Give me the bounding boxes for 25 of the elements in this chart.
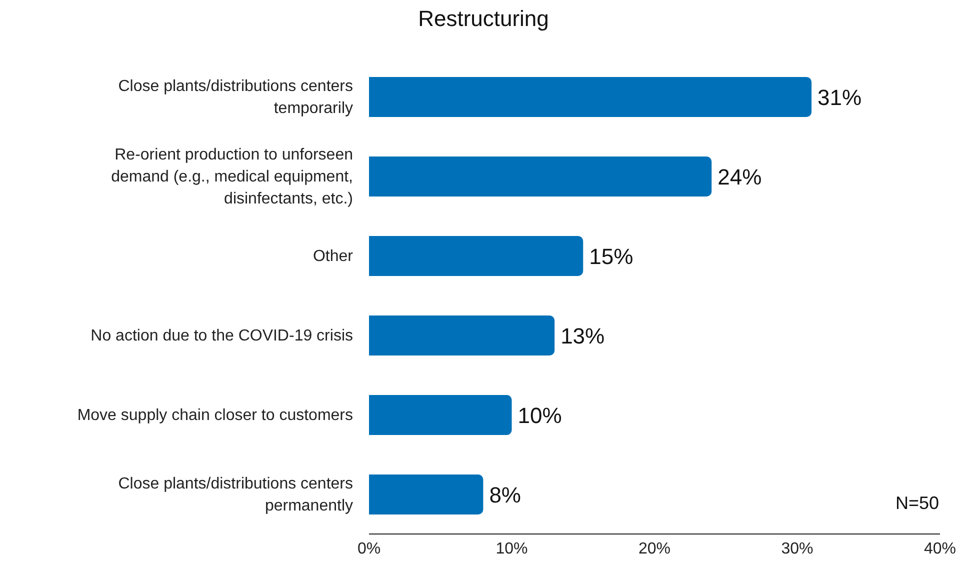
chart-title: Restructuring <box>417 6 550 32</box>
y-tick-label: No action due to the COVID-19 crisis <box>90 326 353 344</box>
y-tick-label: Close plants/distributions centers permanently <box>118 474 353 514</box>
x-tick-label: 0% <box>357 540 381 558</box>
x-tick-label: 30% <box>781 540 814 558</box>
x-tick-label: 20% <box>638 540 671 558</box>
x-tick-label: 10% <box>496 540 528 558</box>
y-tick-label: Re-orient production to unforseen demand (e.g., medical equipment, disinfectants, etc.) <box>111 146 353 207</box>
data-label: 13% <box>560 323 605 348</box>
bar <box>369 236 584 276</box>
data-label: 31% <box>818 84 862 110</box>
y-tick-label: Close plants/distributions centers temporarily <box>118 77 353 116</box>
bar <box>369 77 812 117</box>
data-label: 24% <box>718 164 762 190</box>
y-tick-label: Move supply chain closer to customers <box>77 406 353 424</box>
data-label: 15% <box>589 244 634 269</box>
bar <box>369 395 512 435</box>
annotation: N=50 <box>895 493 939 514</box>
x-tick-label: 40% <box>924 540 956 558</box>
bar <box>369 474 484 514</box>
bar <box>369 316 555 356</box>
bar <box>369 156 712 196</box>
data-label: 10% <box>518 402 562 428</box>
data-label: 8% <box>489 482 521 508</box>
y-tick-label: Other <box>312 247 354 264</box>
